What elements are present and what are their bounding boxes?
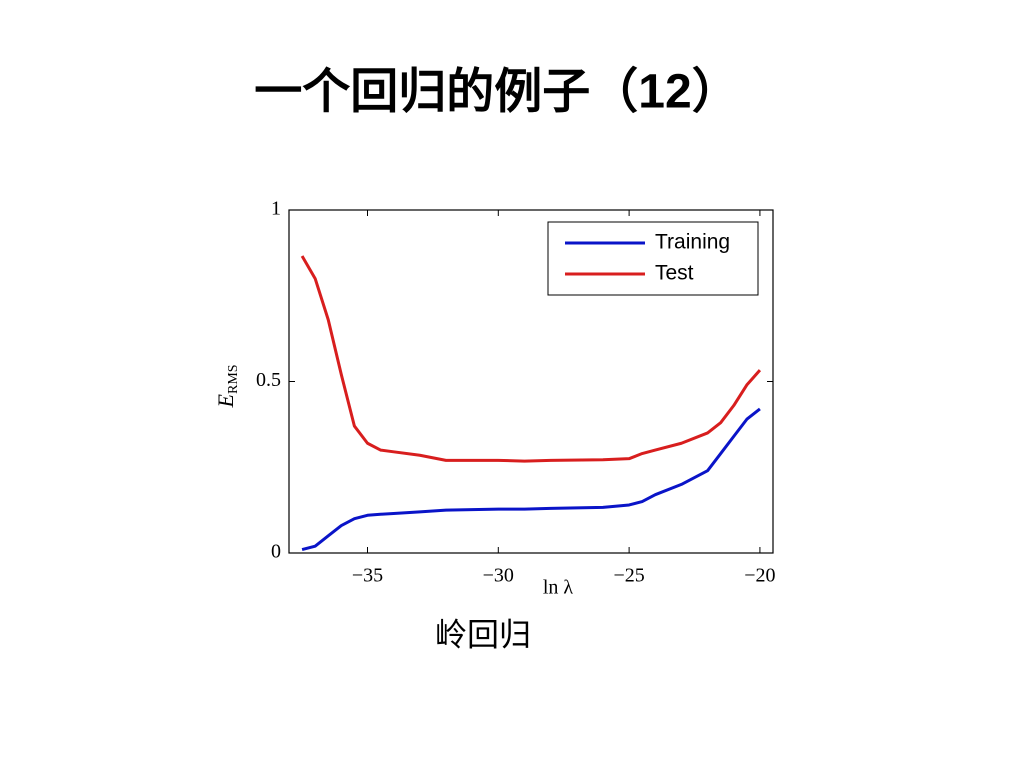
x-tick-label: −35	[352, 565, 383, 587]
legend-box	[547, 221, 759, 296]
legend: Training Test	[547, 221, 759, 296]
legend-label: Test	[655, 262, 694, 285]
y-axis-label-sub: RMS	[226, 364, 241, 394]
x-tick-label: −30	[483, 565, 514, 587]
series-line	[300, 255, 762, 463]
y-tick-label: 0	[271, 541, 281, 563]
legend-label: Training	[655, 231, 730, 254]
x-tick-label: −25	[613, 565, 644, 587]
y-tick-label: 0.5	[256, 369, 281, 391]
series-line	[301, 407, 761, 552]
x-tick-label: −20	[744, 565, 775, 587]
x-axis-label: ln λ	[543, 577, 574, 599]
y-axis-label-main: E	[213, 393, 238, 408]
slide-title: 一个回归的例子（12）	[254, 66, 739, 119]
y-tick-label: 1	[271, 198, 281, 220]
caption: 岭回归	[435, 616, 531, 652]
